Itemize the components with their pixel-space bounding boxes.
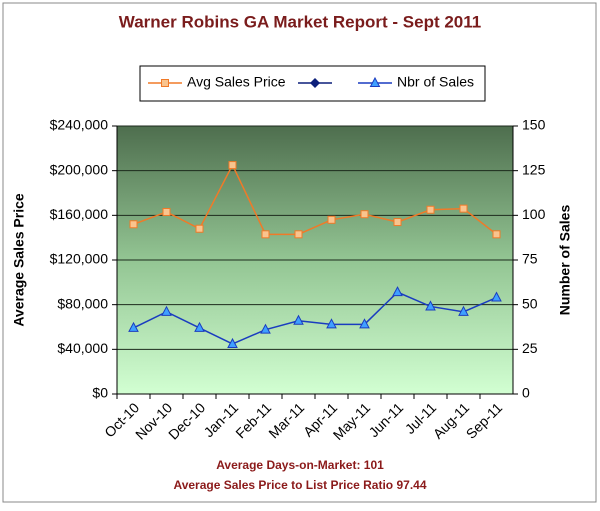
y2-axis-title: Number of Sales <box>557 205 573 316</box>
y-tick-label: $0 <box>92 385 108 401</box>
point <box>161 79 169 87</box>
point <box>491 291 502 302</box>
y-tick-label: $80,000 <box>57 295 108 311</box>
series-line <box>133 291 497 345</box>
point <box>195 224 204 233</box>
y2-tick-label: 0 <box>522 385 530 401</box>
annotation: Average Sales Price to List Price Ratio … <box>173 478 426 492</box>
y2-tick-label: 25 <box>522 340 538 356</box>
annotation: Average Days-on-Market: 101 <box>216 458 384 472</box>
y2-tick-label: 100 <box>522 206 546 222</box>
point <box>161 305 172 316</box>
point <box>129 220 138 229</box>
y-tick-label: $200,000 <box>50 161 109 177</box>
point <box>392 286 403 297</box>
point <box>458 305 469 316</box>
point <box>228 161 237 170</box>
y2-tick-label: 150 <box>522 117 546 133</box>
legend-marker <box>310 78 320 88</box>
y-tick-label: $240,000 <box>50 117 109 133</box>
point <box>359 318 370 329</box>
point <box>294 230 303 239</box>
legend-label: Avg Sales Price <box>187 74 286 90</box>
point <box>425 300 436 311</box>
legend-label: Nbr of Sales <box>397 74 474 90</box>
point <box>369 76 381 87</box>
point <box>260 323 271 334</box>
y-tick-label: $120,000 <box>50 251 109 267</box>
point <box>459 204 468 213</box>
chart-title: Warner Robins GA Market Report - Sept 20… <box>119 12 481 31</box>
point <box>360 210 369 219</box>
series-line <box>133 163 497 236</box>
y2-tick-label: 50 <box>522 295 538 311</box>
point <box>261 230 270 239</box>
point <box>426 205 435 214</box>
y-tick-label: $160,000 <box>50 206 109 222</box>
y-axis-title: Average Sales Price <box>11 193 27 327</box>
y2-tick-label: 125 <box>522 161 546 177</box>
point <box>293 314 304 325</box>
y2-tick-label: 75 <box>522 251 538 267</box>
point <box>492 230 501 239</box>
point <box>162 207 171 216</box>
point <box>327 215 336 224</box>
point <box>326 318 337 329</box>
point <box>194 321 205 332</box>
point <box>128 321 139 332</box>
y-tick-label: $40,000 <box>57 340 108 356</box>
point <box>393 218 402 227</box>
point <box>227 337 238 348</box>
